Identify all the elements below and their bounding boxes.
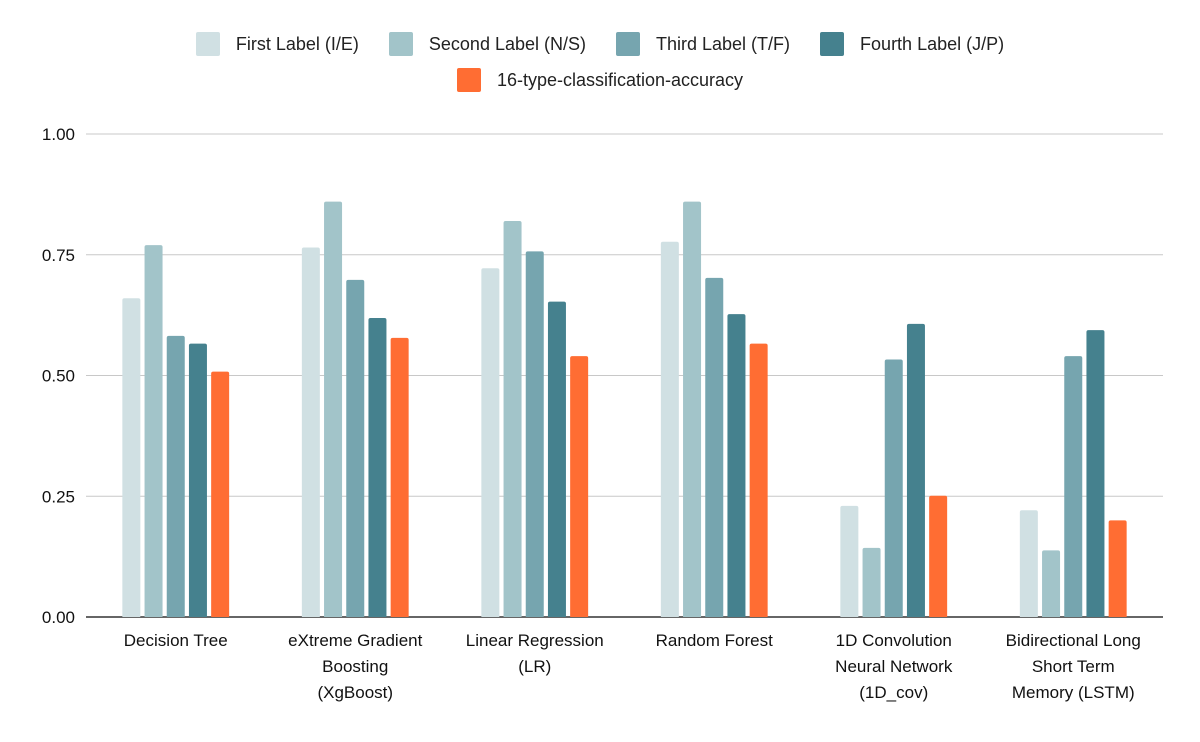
bar [840,505,859,617]
bar [188,343,207,617]
legend-swatch [456,68,481,92]
bar [1042,550,1061,617]
legend-item: Fourth Label (J/P) [820,32,1004,56]
x-tick-label: 1D Convolution [836,631,952,650]
legend: First Label (I/E) Second Label (N/S) Third… [0,32,1200,92]
y-tick-label: 0.00 [42,608,75,627]
x-tick-label: Linear Regression [466,631,604,650]
legend-label: First Label (I/E) [235,33,359,54]
bar [122,298,141,617]
bar [166,335,185,617]
bar [705,277,724,617]
bar [525,251,544,617]
legend-row: First Label (I/E) Second Label (N/S) Third… [195,32,1004,56]
bar [301,247,320,617]
bar [503,220,522,617]
y-tick-label: 0.75 [42,246,75,265]
bar [390,337,409,617]
y-tick-label: 1.00 [42,125,75,144]
legend-label: Third Label (T/F) [656,33,791,54]
y-tick-label: 0.25 [42,487,75,506]
x-tick-label: Short Term [1032,657,1115,676]
legend-item: First Label (I/E) [195,32,359,56]
bar [346,279,365,617]
legend-row: 16-type-classification-accuracy [456,68,744,92]
legend-swatch [616,32,640,56]
x-tick-label: Boosting [322,657,388,676]
legend-swatch [195,32,220,56]
legend-swatch [388,32,413,56]
legend-item: Third Label (T/F) [616,32,790,56]
legend-label: Fourth Label (J/P) [860,33,1005,54]
legend-swatch [820,32,845,56]
bar [547,301,566,617]
x-tick-label: (LR) [518,657,551,676]
bar [1086,330,1105,617]
bar [144,245,163,617]
grid-layer [86,133,1163,618]
bar [906,323,925,617]
bar [1064,356,1083,617]
bar [884,359,903,617]
bars [122,201,1127,618]
x-tick-label: Neural Network [835,657,953,676]
legend-item: Second Label (N/S) [388,32,586,56]
bar [749,343,768,617]
bar [211,371,230,617]
y-tick-label: 0.50 [42,367,75,386]
legend-label: Second Label (N/S) [428,33,586,54]
bar [727,314,746,617]
bar [929,495,948,617]
bar [368,318,387,617]
bar [324,201,343,617]
bar [1108,520,1127,617]
bar [570,356,589,617]
x-tick-label: Bidirectional Long [1006,631,1141,650]
x-tick-label: Memory (LSTM) [1012,683,1135,702]
x-axis: Decision Tree eXtreme Gradient Boosting (Xg… [124,631,1141,702]
bar [683,201,702,617]
bar [1019,510,1038,617]
legend-item: 16-type-classification-accuracy [456,68,744,92]
x-tick-label: eXtreme Gradient [288,631,422,650]
x-tick-label: Random Forest [656,631,773,650]
bar [481,268,500,617]
x-tick-label: (XgBoost) [317,683,393,702]
legend-label: 16-type-classification-accuracy [496,69,744,90]
x-tick-label: (1D_cov) [859,683,928,702]
y-axis: 0.00 0.25 0.50 0.75 1.00 [42,125,75,627]
bar [660,241,679,618]
bar [862,547,881,617]
x-tick-label: Decision Tree [124,631,228,650]
